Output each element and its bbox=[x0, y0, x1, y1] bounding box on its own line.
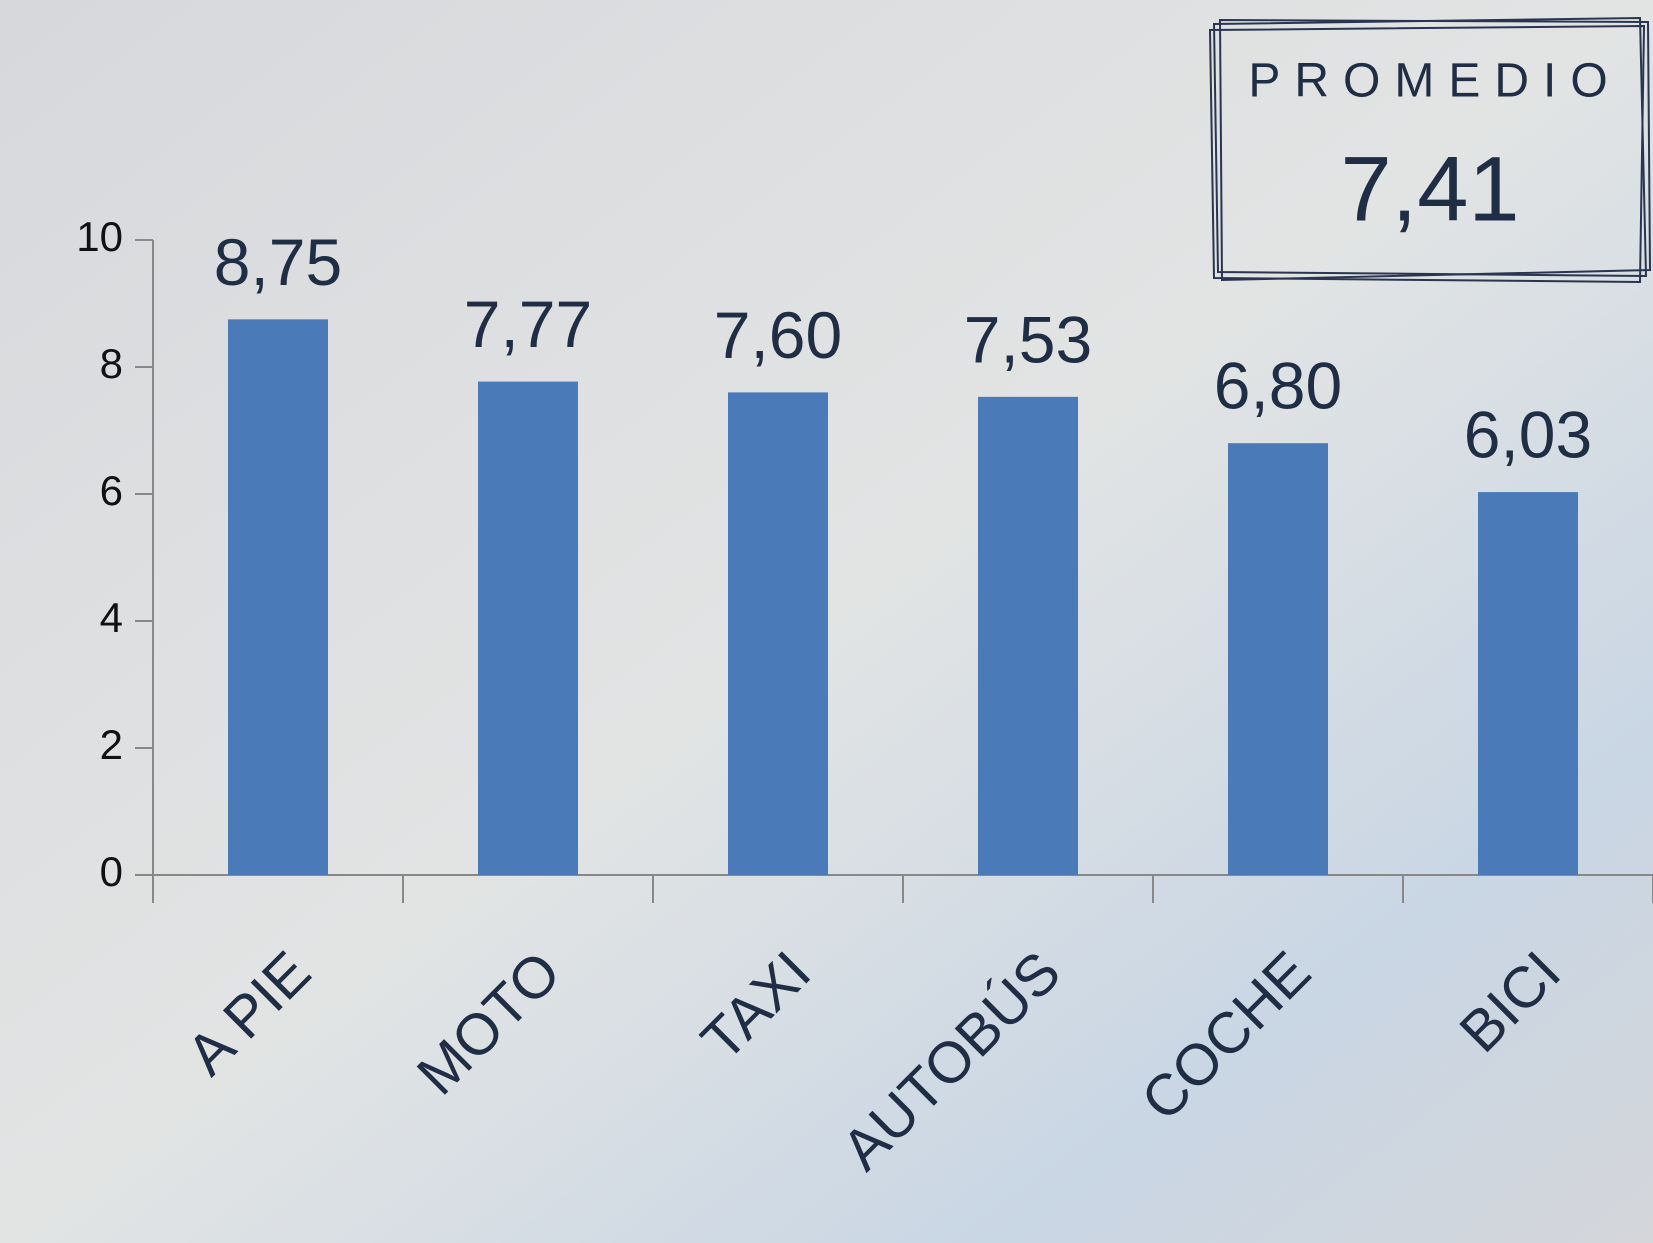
bar bbox=[1228, 443, 1328, 875]
bar bbox=[1478, 492, 1578, 875]
value-label: 7,77 bbox=[464, 287, 592, 361]
y-tick-label: 2 bbox=[100, 721, 123, 768]
value-label: 7,53 bbox=[964, 302, 1092, 376]
bar bbox=[228, 319, 328, 875]
value-label: 6,80 bbox=[1214, 349, 1342, 423]
value-label: 8,75 bbox=[214, 225, 342, 299]
average-value: 7,41 bbox=[1340, 138, 1519, 240]
bar bbox=[728, 392, 828, 875]
value-label: 6,03 bbox=[1464, 398, 1592, 472]
average-title: PROMEDIO bbox=[1248, 55, 1621, 108]
chart: PROMEDIO 7,41 02468108,75A PIE7,77MOTO7,… bbox=[0, 0, 1653, 1243]
y-tick-label: 8 bbox=[100, 340, 123, 387]
y-tick-label: 6 bbox=[100, 467, 123, 514]
y-tick-label: 10 bbox=[76, 213, 123, 260]
value-label: 7,60 bbox=[714, 298, 842, 372]
bar bbox=[478, 382, 578, 875]
bar bbox=[978, 397, 1078, 875]
page: PROMEDIO 7,41 02468108,75A PIE7,77MOTO7,… bbox=[0, 0, 1653, 1243]
y-tick-label: 0 bbox=[100, 848, 123, 895]
y-tick-label: 4 bbox=[100, 594, 123, 641]
